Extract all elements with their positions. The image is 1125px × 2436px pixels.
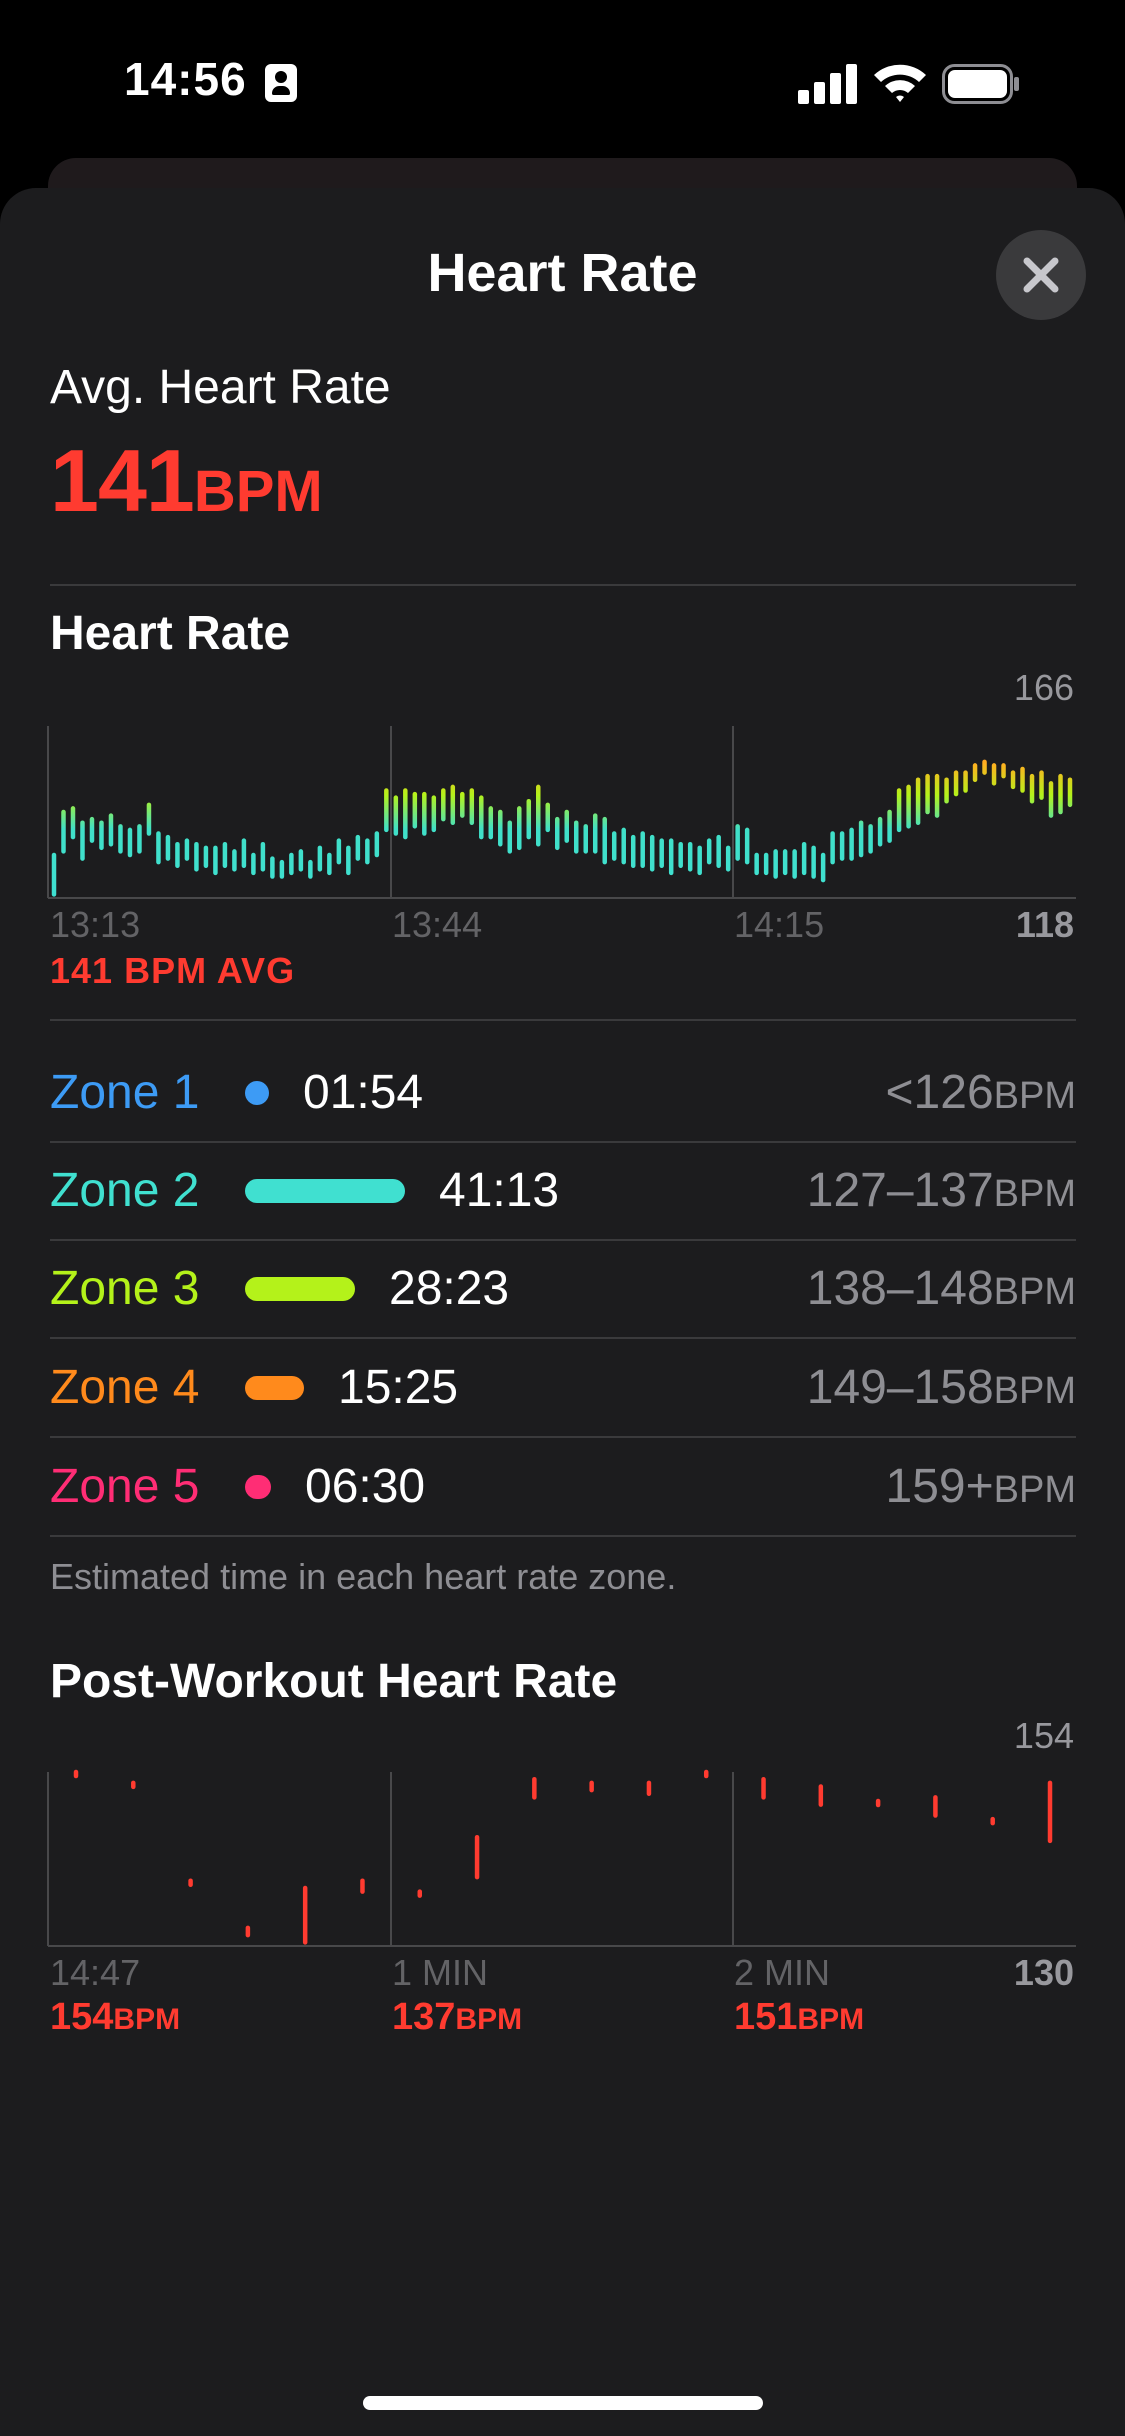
zone-row: Zone 3 28:23 138–148BPM — [50, 1241, 1076, 1339]
cellular-signal-icon — [798, 64, 857, 104]
post-workout-bars — [73, 1769, 1053, 1945]
avg-heart-rate-label: Avg. Heart Rate — [50, 361, 391, 414]
heart-rate-bars — [51, 759, 1073, 897]
post-workout-chart: 154 130 14:47 1 MIN 2 MIN — [47, 1715, 1076, 1993]
reading-value: 151 — [734, 1996, 798, 2038]
contact-card-icon — [265, 64, 297, 102]
pw-y-min-label: 130 — [1014, 1952, 1074, 1993]
heart-rate-sheet — [0, 188, 1125, 2436]
zone-range-unit: BPM — [993, 1469, 1076, 1511]
zone-duration-bar — [245, 1081, 269, 1105]
zone-duration-bar — [245, 1475, 271, 1499]
zone-name: Zone 3 — [50, 1262, 200, 1315]
status-bar: 14:56 — [0, 0, 1125, 150]
zone-range-unit: BPM — [993, 1370, 1076, 1412]
hr-y-min-label: 118 — [1016, 904, 1074, 945]
hr-y-max-label: 166 — [1014, 667, 1074, 708]
zone-duration-bar — [245, 1179, 405, 1203]
zone-range: 149–158BPM — [807, 1360, 1076, 1415]
divider — [50, 584, 1076, 586]
post-workout-grid — [47, 1772, 1076, 1947]
xmark-icon — [1023, 257, 1059, 293]
heart-rate-chart: 166 118 13:13 13:44 14:15 — [47, 667, 1076, 945]
zone-range-unit: BPM — [993, 1075, 1076, 1117]
divider — [50, 1535, 1076, 1537]
reading-unit: BPM — [113, 2003, 181, 2036]
sheet-title: Heart Rate — [427, 243, 698, 303]
post-workout-reading: 137BPM — [392, 1996, 522, 2039]
hr-x-label-3: 14:15 — [734, 904, 824, 945]
reading-unit: BPM — [455, 2003, 523, 2036]
divider — [50, 1141, 1076, 1143]
post-workout-section-title: Post-Workout Heart Rate — [50, 1655, 618, 1708]
avg-heart-rate-number: 141 — [50, 431, 195, 530]
wifi-icon — [874, 64, 926, 102]
divider — [50, 1436, 1076, 1438]
divider — [50, 1019, 1076, 1021]
divider — [50, 1239, 1076, 1241]
divider — [50, 1337, 1076, 1339]
home-indicator[interactable] — [363, 2396, 763, 2410]
zone-range-value: 127–137 — [806, 1164, 994, 1217]
hr-x-label-1: 13:13 — [50, 904, 140, 945]
zone-row: Zone 2 41:13 127–137BPM — [50, 1143, 1076, 1241]
zone-range: <126BPM — [886, 1065, 1076, 1120]
zone-row: Zone 1 01:54 <126BPM — [50, 1045, 1076, 1143]
zone-row: Zone 5 06:30 159+BPM — [50, 1439, 1076, 1537]
zone-range: 127–137BPM — [807, 1163, 1076, 1218]
zone-duration-bar — [245, 1376, 304, 1400]
zone-range-value: 138–148 — [806, 1262, 994, 1315]
status-time: 14:56 — [124, 53, 247, 105]
hr-x-label-2: 13:44 — [392, 904, 482, 945]
zone-range: 159+BPM — [886, 1459, 1076, 1514]
battery-icon — [942, 64, 1019, 104]
zone-name: Zone 5 — [50, 1460, 200, 1513]
post-workout-reading: 154BPM — [50, 1996, 180, 2039]
reading-value: 154 — [50, 1996, 114, 2038]
avg-heart-rate-unit: BPM — [193, 459, 323, 524]
pw-y-max-label: 154 — [1014, 1715, 1074, 1756]
zone-range-value: <126 — [885, 1066, 994, 1119]
zone-range: 138–148BPM — [807, 1261, 1076, 1316]
zone-time: 41:13 — [439, 1164, 560, 1217]
zone-range-unit: BPM — [993, 1173, 1076, 1215]
heart-rate-grid — [47, 726, 1076, 899]
zone-caption: Estimated time in each heart rate zone. — [50, 1556, 677, 1597]
pw-x-label-2: 1 MIN — [392, 1952, 488, 1993]
reading-value: 137 — [392, 1996, 456, 2038]
pw-x-label-1: 14:47 — [50, 1952, 140, 1993]
avg-heart-rate-value: 141BPM — [50, 430, 323, 532]
heart-rate-section-title: Heart Rate — [50, 607, 291, 660]
zone-time: 01:54 — [303, 1066, 424, 1119]
zone-name: Zone 2 — [50, 1164, 200, 1217]
close-button[interactable] — [996, 230, 1086, 320]
zone-name: Zone 1 — [50, 1066, 200, 1119]
zone-time: 15:25 — [338, 1361, 459, 1414]
zone-range-unit: BPM — [993, 1271, 1076, 1313]
pw-x-label-3: 2 MIN — [734, 1952, 830, 1993]
zone-name: Zone 4 — [50, 1361, 200, 1414]
post-workout-reading: 151BPM — [734, 1996, 864, 2039]
reading-unit: BPM — [797, 2003, 865, 2036]
zone-time: 28:23 — [389, 1262, 510, 1315]
zone-row: Zone 4 15:25 149–158BPM — [50, 1340, 1076, 1438]
zone-time: 06:30 — [305, 1460, 426, 1513]
zone-range-value: 159+ — [885, 1460, 994, 1513]
hr-avg-caption: 141 BPM AVG — [50, 950, 296, 991]
zone-range-value: 149–158 — [806, 1361, 994, 1414]
zone-duration-bar — [245, 1277, 355, 1301]
